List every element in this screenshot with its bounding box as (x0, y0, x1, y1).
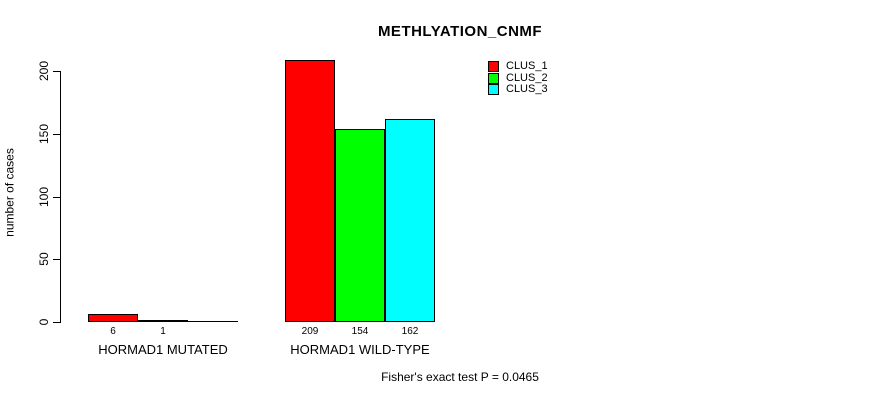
legend-swatch-clus1-icon (488, 61, 499, 72)
y-axis-tick-label: 100 (37, 186, 51, 208)
legend-label-clus2: CLUS_2 (506, 71, 548, 84)
legend-label-clus1: CLUS_1 (506, 60, 548, 72)
bar-value-label: 162 (401, 326, 419, 337)
annotation-fisher-test: Fisher's exact test P = 0.0465 (381, 370, 539, 384)
y-axis-tick-label: 50 (37, 252, 51, 266)
bar-clus1-mutated (88, 314, 138, 322)
y-axis-tick (53, 197, 61, 198)
y-axis-tick (53, 259, 61, 260)
bar-value-label: 6 (110, 326, 116, 337)
bar-clus3-wildtype (385, 119, 435, 322)
legend-item-clus3: CLUS_3 (488, 83, 548, 95)
legend-label-clus3: CLUS_3 (506, 83, 548, 95)
legend-item-clus1: CLUS_1 (488, 60, 548, 72)
y-axis-tick-label: 150 (37, 123, 51, 145)
bar-clus2-wildtype (335, 129, 385, 322)
y-axis-title: number of cases (2, 148, 17, 237)
y-axis-tick-label: 0 (37, 318, 51, 326)
y-axis-line (60, 71, 61, 322)
bar-value-label: 209 (301, 326, 319, 337)
chart-title: METHLYATION_CNMF (377, 23, 543, 40)
y-axis-tick-label: 200 (37, 60, 51, 82)
legend: CLUS_1 CLUS_2 CLUS_3 (488, 60, 548, 97)
bar-clus1-wildtype (285, 60, 335, 322)
x-category-label-wildtype: HORMAD1 WILD-TYPE (290, 342, 430, 357)
x-category-label-mutated: HORMAD1 MUTATED (98, 342, 228, 357)
y-axis-tick (53, 322, 61, 323)
bar-value-label: 154 (351, 326, 369, 337)
bar-value-label: 1 (160, 326, 166, 337)
y-axis-tick (53, 134, 61, 135)
legend-swatch-clus2-icon (488, 72, 499, 84)
bar-clus2-mutated (138, 320, 188, 322)
legend-swatch-clus3-icon (488, 84, 499, 95)
y-axis-tick (53, 71, 61, 72)
bar-clus3-mutated (188, 321, 238, 322)
legend-item-clus2: CLUS_2 (488, 71, 548, 84)
